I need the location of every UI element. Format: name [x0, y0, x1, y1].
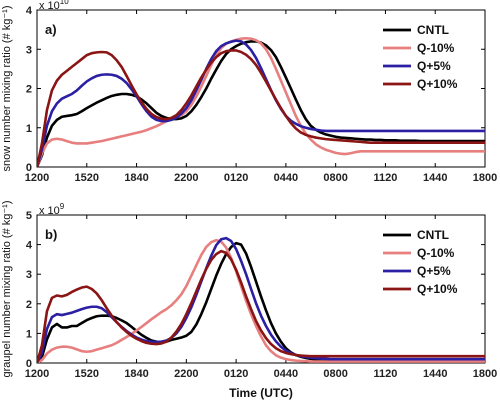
x-tick-label: 1120 [374, 172, 398, 184]
x-tick-label: 0120 [224, 172, 248, 184]
panel-1: 0 1 2 3 4 1200 1520 1840 2200 0120 0440 0800 1120 144… [1, 0, 497, 184]
series-line-q-5- [37, 39, 485, 167]
series-line-q-10- [37, 36, 485, 167]
y-tick-label: 0 [26, 162, 32, 174]
x-tick-label: 2200 [174, 368, 198, 380]
x-tick-label: 0800 [323, 368, 347, 380]
y-tick-label: 4 [26, 5, 33, 17]
y-tick-label: 1 [26, 328, 32, 340]
y-tick-label: 2 [26, 84, 32, 96]
x-tick-label: 2200 [174, 172, 198, 184]
y-tick-label: 5 [26, 210, 32, 222]
series-line-q-10- [37, 249, 485, 363]
x-tick-label: 1120 [374, 368, 398, 380]
x-tick-label: 0120 [224, 368, 248, 380]
y-tick-label: 1 [26, 123, 32, 135]
panel-label: a) [45, 22, 57, 37]
x-tick-label: 0440 [274, 172, 298, 184]
x-tick-label: 1520 [75, 172, 99, 184]
legend-entry: Q+10% [417, 77, 458, 91]
y-axis-label: graupel number mixing ratio (# kg⁻¹) [1, 201, 13, 378]
x-tick-label: 0800 [323, 172, 347, 184]
legend-entry: Q-10% [417, 41, 455, 55]
y-axis-label: snow number mixing ratio (# kg⁻¹) [1, 6, 13, 172]
legend-entry: Q+5% [417, 264, 451, 278]
x-tick-label: 1440 [423, 172, 447, 184]
x-tick-label: 1800 [473, 172, 497, 184]
x-tick-label: 1200 [25, 172, 49, 184]
legend-entry: CNTL [417, 228, 449, 242]
y-tick-label: 3 [26, 269, 32, 281]
x-tick-label: 1200 [25, 368, 49, 380]
x-tick-label: 1440 [423, 368, 447, 380]
x-tick-label: 1800 [473, 368, 497, 380]
axis-multiplier: x 1010 [39, 0, 69, 12]
panel-label: b) [45, 227, 57, 242]
x-tick-label: 1520 [75, 368, 99, 380]
series-line-q-10- [37, 49, 485, 167]
legend-entry: Q-10% [417, 246, 455, 260]
panel-2: 0 1 2 3 4 5 1200 1520 1840 2200 0120 0440 0800 1120 14… [1, 201, 497, 401]
series-line-q-10- [37, 238, 485, 363]
axis-multiplier: x 109 [39, 202, 65, 217]
y-tick-label: 0 [26, 358, 32, 370]
legend-entry: Q+5% [417, 59, 451, 73]
y-tick-label: 2 [26, 299, 32, 311]
x-tick-label: 0440 [274, 368, 298, 380]
y-tick-label: 4 [26, 240, 33, 252]
legend-entry: Q+10% [417, 282, 458, 296]
y-tick-label: 3 [26, 44, 32, 56]
legend-entry: CNTL [417, 23, 449, 37]
x-tick-label: 1840 [124, 368, 148, 380]
x-tick-label: 1840 [124, 172, 148, 184]
x-axis-label: Time (UTC) [229, 386, 293, 400]
plot-frame [36, 214, 486, 364]
